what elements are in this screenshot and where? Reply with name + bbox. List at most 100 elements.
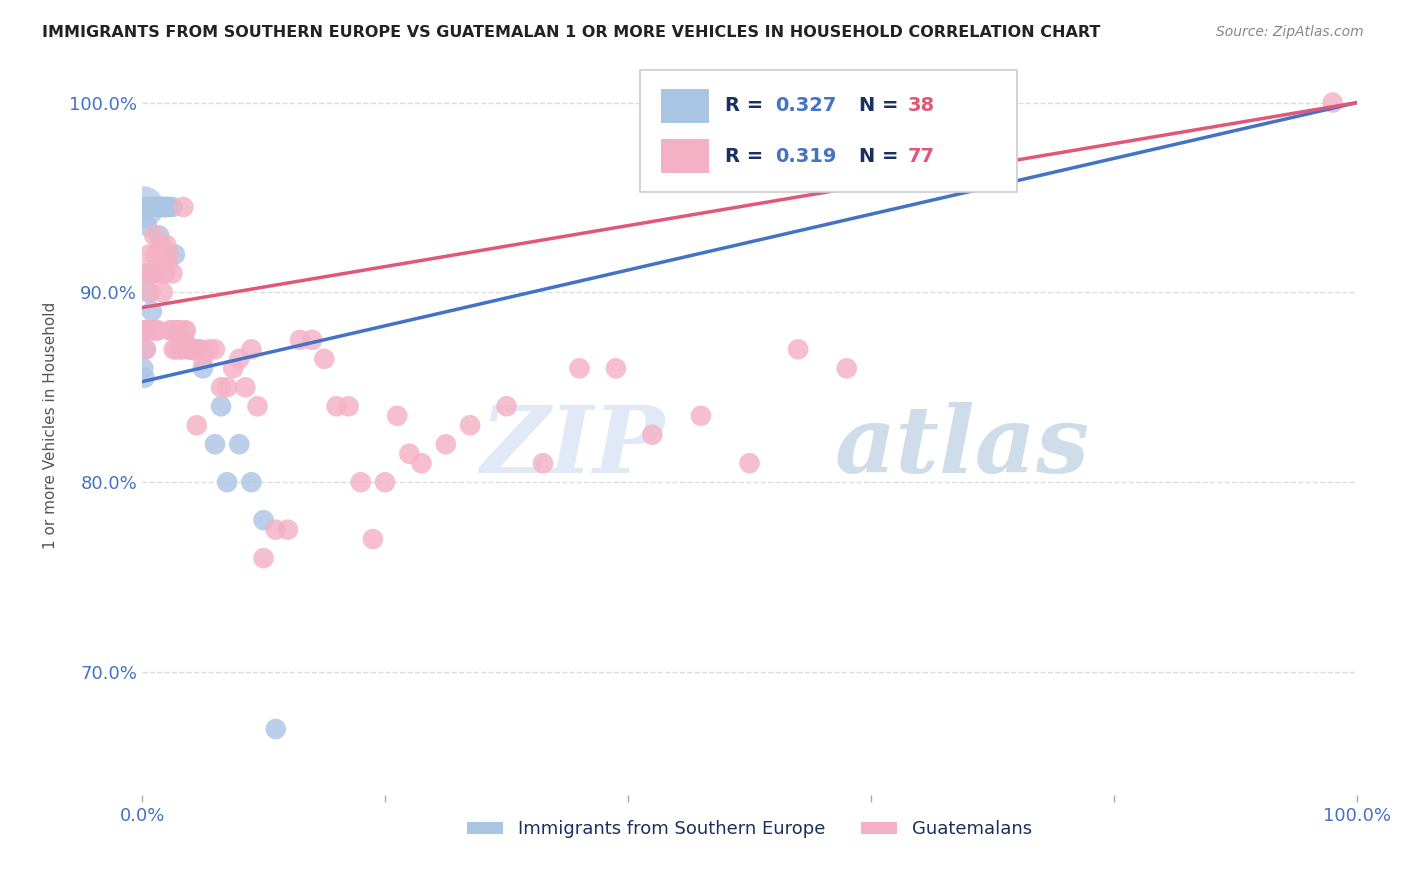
Point (152, 285, 174, 300)
Point (222, 361, 245, 376)
Point (136, 219, 159, 233)
Point (325, 399, 347, 413)
Text: atlas: atlas (835, 402, 1090, 492)
Point (170, 343, 193, 357)
Point (150, 200, 173, 214)
FancyBboxPatch shape (640, 70, 1017, 192)
Point (204, 343, 226, 357)
Point (156, 257, 179, 271)
Text: IMMIGRANTS FROM SOUTHERN EUROPE VS GUATEMALAN 1 OR MORE VEHICLES IN HOUSEHOLD CO: IMMIGRANTS FROM SOUTHERN EUROPE VS GUATE… (42, 25, 1101, 40)
Point (143, 323, 166, 337)
Point (143, 228, 166, 243)
Point (155, 200, 177, 214)
Point (153, 200, 176, 214)
Point (145, 247, 167, 261)
Point (186, 343, 208, 357)
Point (387, 409, 409, 423)
Point (191, 351, 214, 366)
Point (434, 437, 457, 451)
Point (252, 513, 274, 527)
Point (186, 418, 208, 433)
Point (153, 200, 176, 214)
Point (264, 523, 287, 537)
Point (181, 343, 204, 357)
FancyBboxPatch shape (661, 88, 710, 123)
Point (136, 285, 159, 300)
Point (374, 475, 396, 490)
Point (136, 267, 159, 281)
Point (146, 323, 169, 337)
Point (134, 371, 156, 385)
Point (228, 351, 250, 366)
Point (264, 722, 287, 736)
Point (160, 323, 183, 337)
Point (240, 343, 263, 357)
Point (163, 323, 186, 337)
Point (134, 323, 156, 337)
Point (1322, 95, 1344, 110)
Point (150, 238, 173, 252)
FancyBboxPatch shape (661, 139, 710, 173)
Point (690, 409, 713, 423)
Point (135, 267, 157, 281)
Point (138, 200, 160, 214)
Point (142, 267, 165, 281)
Point (136, 200, 159, 214)
Point (157, 200, 180, 214)
Point (180, 343, 202, 357)
Text: 38: 38 (907, 96, 935, 115)
Point (198, 343, 221, 357)
Point (177, 343, 200, 357)
Point (350, 475, 373, 490)
Text: ZIP: ZIP (481, 402, 665, 492)
Point (209, 380, 232, 394)
Point (314, 351, 336, 366)
Point (217, 475, 239, 490)
Point (149, 267, 172, 281)
Point (149, 200, 172, 214)
Point (132, 200, 155, 214)
Point (145, 200, 167, 214)
Point (132, 361, 155, 376)
Text: 77: 77 (907, 147, 935, 166)
Legend: Immigrants from Southern Europe, Guatemalans: Immigrants from Southern Europe, Guatema… (460, 814, 1039, 846)
Point (568, 361, 591, 376)
Text: N =: N = (859, 96, 905, 115)
Point (217, 380, 239, 394)
Point (301, 333, 323, 347)
Point (173, 333, 195, 347)
Point (495, 399, 517, 413)
Point (163, 247, 186, 261)
Point (180, 343, 202, 357)
Point (145, 200, 167, 214)
Point (139, 267, 162, 281)
Point (172, 333, 194, 347)
Point (277, 523, 299, 537)
Point (174, 323, 197, 337)
Point (159, 323, 181, 337)
Text: R =: R = (725, 147, 770, 166)
Text: R =: R = (725, 96, 770, 115)
Point (173, 323, 195, 337)
Point (148, 257, 170, 271)
Point (145, 323, 167, 337)
Point (228, 437, 250, 451)
Point (337, 399, 360, 413)
Point (163, 343, 186, 357)
Point (167, 323, 190, 337)
Point (153, 267, 176, 281)
Point (155, 238, 177, 252)
Point (411, 456, 433, 470)
Point (141, 323, 163, 337)
Point (138, 247, 160, 261)
Point (162, 200, 184, 214)
Point (252, 551, 274, 566)
Point (787, 343, 810, 357)
Point (190, 343, 212, 357)
Point (172, 200, 194, 214)
Point (134, 323, 156, 337)
Point (641, 427, 664, 442)
Point (531, 456, 554, 470)
Point (246, 399, 269, 413)
Point (135, 343, 157, 357)
